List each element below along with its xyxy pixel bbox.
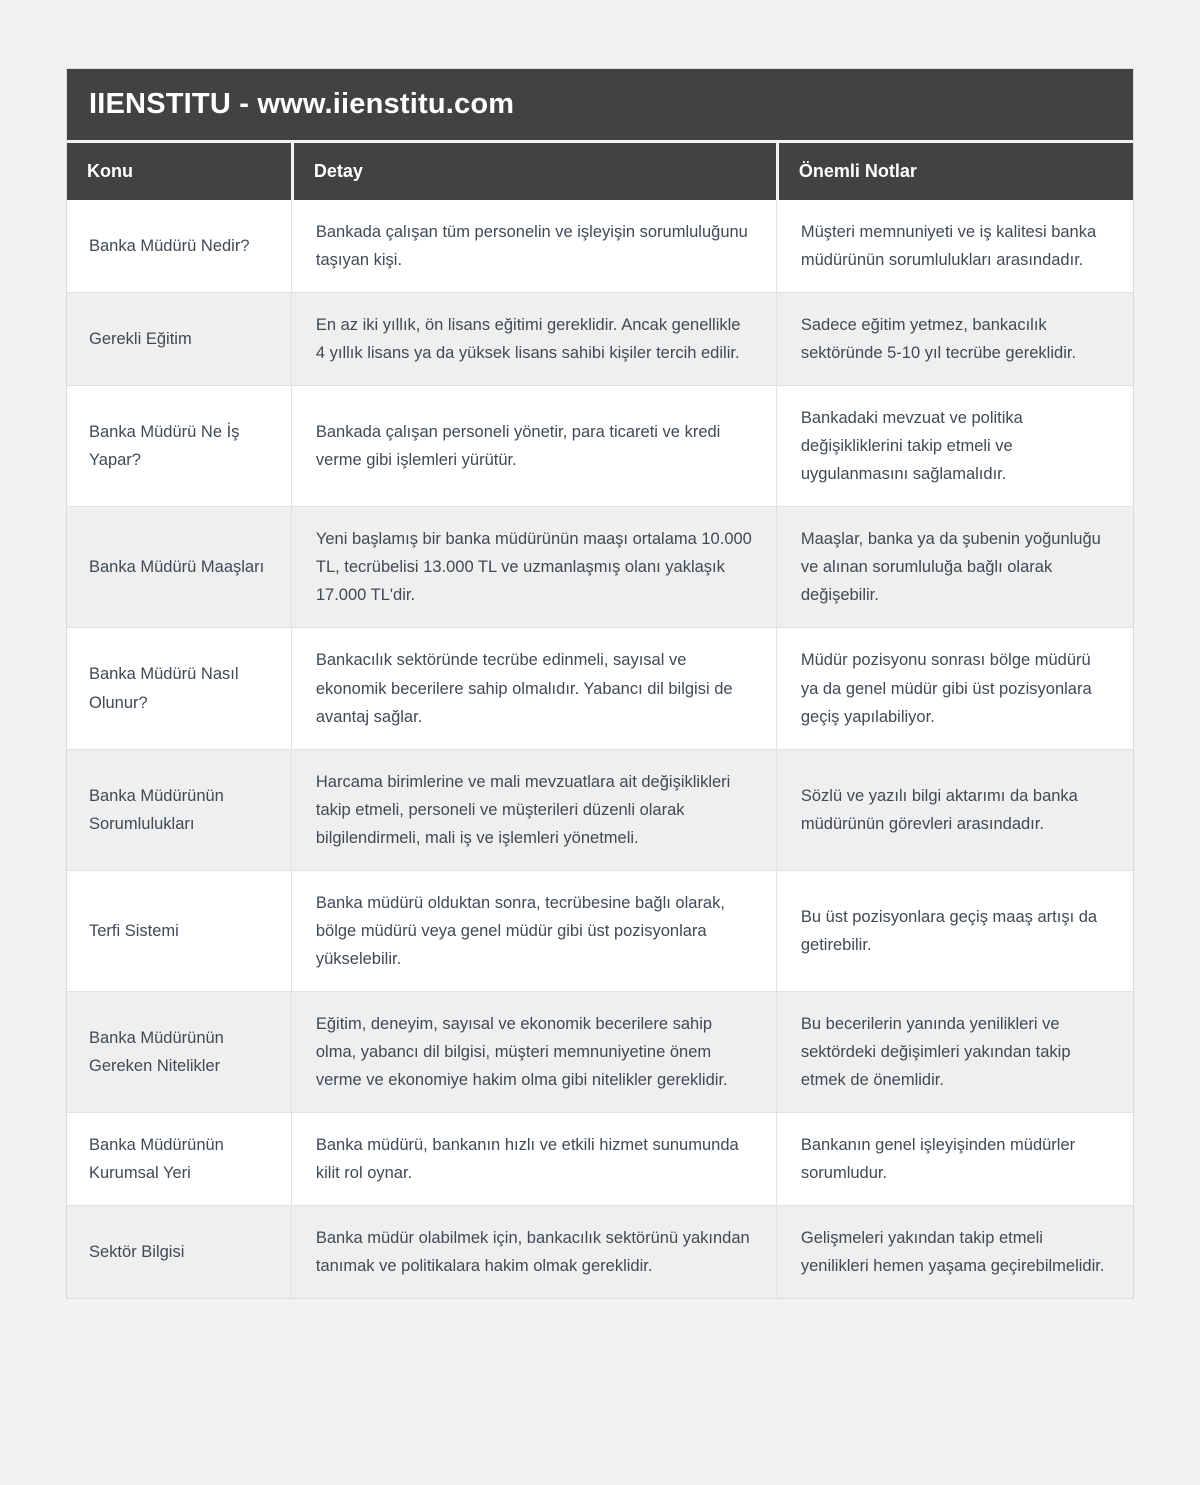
table-row: Banka Müdürü Ne İş Yapar? Bankada çalışa… (67, 385, 1133, 507)
cell-text: Maaşlar, banka ya da şubenin yoğunluğu v… (800, 530, 1101, 605)
cell-notlar: Bankanın genel işleyişinden müdürler sor… (775, 1113, 1133, 1206)
cell-text: Banka müdürü, bankanın hızlı ve etkili h… (315, 1136, 739, 1183)
table-row: Gerekli Eğitim En az iki yıllık, ön lisa… (67, 292, 1133, 386)
cell-detay: Harcama birimlerine ve mali mevzuatlara … (290, 749, 776, 870)
cell-konu: Banka Müdürü Maaşları (67, 507, 291, 627)
cell-text: En az iki yıllık, ön lisans eğitimi gere… (315, 316, 741, 363)
cell-notlar: Müdür pozisyonu sonrası bölge müdürü ya … (775, 628, 1133, 749)
cell-notlar: Bu üst pozisyonlara geçiş maaş artışı da… (775, 870, 1133, 991)
cell-text: Banka Müdürü Nedir? (89, 237, 250, 256)
cell-text: Harcama birimlerine ve mali mevzuatlara … (315, 772, 731, 847)
cell-detay: Yeni başlamış bir banka müdürünün maaşı … (290, 507, 776, 628)
table-row: Banka Müdürü Nasıl Olunur? Bankacılık se… (67, 627, 1133, 749)
cell-text: Banka Müdürünün Kurumsal Yeri (89, 1136, 224, 1183)
cell-detay: Banka müdür olabilmek için, bankacılık s… (290, 1206, 776, 1299)
cell-notlar: Müşteri memnuniyeti ve iş kalitesi banka… (775, 200, 1133, 293)
cell-konu: Banka Müdürünün Kurumsal Yeri (67, 1113, 291, 1205)
page-title: IIENSTITU - www.iienstitu.com (67, 69, 1133, 143)
cell-konu: Banka Müdürünün Gereken Nitelikler (67, 992, 291, 1112)
column-header-onemli-notlar: Önemli Notlar (775, 143, 1133, 200)
cell-text: Sektör Bilgisi (89, 1243, 185, 1262)
table-row: Banka Müdürünün Gereken Nitelikler Eğiti… (67, 990, 1133, 1113)
cell-text: Bu becerilerin yanında yenilikleri ve se… (800, 1014, 1071, 1089)
table-row: Banka Müdürünün Kurumsal Yeri Banka müdü… (67, 1112, 1133, 1206)
cell-text: Bankanın genel işleyişinden müdürler sor… (800, 1136, 1076, 1183)
cell-konu: Terfi Sistemi (67, 871, 291, 991)
cell-text: Gerekli Eğitim (89, 330, 192, 349)
cell-text: Banka Müdürü Nasıl Olunur? (89, 665, 239, 712)
cell-text: Bankada çalışan tüm personelin ve işleyi… (315, 223, 748, 270)
cell-notlar: Gelişmeleri yakından takip etmeli yenili… (775, 1206, 1133, 1299)
table-row: Banka Müdürü Nedir? Bankada çalışan tüm … (67, 200, 1133, 293)
table-row: Terfi Sistemi Banka müdürü olduktan sonr… (67, 869, 1133, 991)
cell-text: Gelişmeleri yakından takip etmeli yenili… (800, 1229, 1105, 1276)
cell-detay: Bankada çalışan personeli yönetir, para … (290, 386, 776, 507)
cell-text: Müşteri memnuniyeti ve iş kalitesi banka… (800, 223, 1097, 270)
cell-notlar: Sadece eğitim yetmez, bankacılık sektörü… (775, 293, 1133, 386)
column-header-detay: Detay (290, 143, 776, 200)
cell-text: Müdür pozisyonu sonrası bölge müdürü ya … (800, 651, 1092, 726)
cell-text: Banka müdürü olduktan sonra, tecrübesine… (315, 893, 725, 968)
cell-detay: Banka müdürü, bankanın hızlı ve etkili h… (290, 1113, 776, 1206)
cell-text: Bankadaki mevzuat ve politika değişiklik… (800, 409, 1023, 484)
table-row: Banka Müdürünün Sorumlulukları Harcama b… (67, 748, 1133, 870)
cell-text: Bu üst pozisyonlara geçiş maaş artışı da… (800, 907, 1098, 954)
cell-text: Yeni başlamış bir banka müdürünün maaşı … (315, 530, 752, 605)
cell-text: Banka Müdürünün Sorumlulukları (89, 786, 224, 833)
column-header-konu: Konu (67, 143, 291, 200)
cell-konu: Banka Müdürünün Sorumlulukları (67, 750, 291, 870)
content-table: IIENSTITU - www.iienstitu.com Konu Detay… (66, 68, 1134, 1300)
cell-konu: Gerekli Eğitim (67, 293, 291, 385)
table-row: Banka Müdürü Maaşları Yeni başlamış bir … (67, 506, 1133, 628)
cell-text: Sözlü ve yazılı bilgi aktarımı da banka … (800, 786, 1078, 833)
cell-text: Banka Müdürü Ne İş Yapar? (89, 423, 240, 470)
cell-text: Banka Müdürü Maaşları (89, 558, 265, 577)
cell-konu: Banka Müdürü Nasıl Olunur? (67, 628, 291, 748)
cell-text: Banka müdür olabilmek için, bankacılık s… (315, 1229, 750, 1276)
cell-text: Bankada çalışan personeli yönetir, para … (315, 423, 721, 470)
cell-konu: Banka Müdürü Nedir? (67, 200, 291, 292)
cell-detay: Bankada çalışan tüm personelin ve işleyi… (290, 200, 776, 293)
table-header-row: Konu Detay Önemli Notlar (67, 143, 1133, 200)
cell-konu: Banka Müdürü Ne İş Yapar? (67, 386, 291, 506)
cell-detay: Banka müdürü olduktan sonra, tecrübesine… (290, 870, 776, 991)
cell-notlar: Bankadaki mevzuat ve politika değişiklik… (775, 386, 1133, 507)
cell-text: Bankacılık sektöründe tecrübe edinmeli, … (315, 651, 733, 726)
cell-text: Terfi Sistemi (89, 921, 179, 940)
cell-text: Banka Müdürünün Gereken Nitelikler (89, 1028, 224, 1075)
cell-text: Sadece eğitim yetmez, bankacılık sektörü… (800, 316, 1077, 363)
cell-notlar: Sözlü ve yazılı bilgi aktarımı da banka … (775, 749, 1133, 870)
cell-detay: Bankacılık sektöründe tecrübe edinmeli, … (290, 628, 776, 749)
cell-text: Eğitim, deneyim, sayısal ve ekonomik bec… (315, 1014, 728, 1089)
cell-detay: En az iki yıllık, ön lisans eğitimi gere… (290, 293, 776, 386)
cell-notlar: Bu becerilerin yanında yenilikleri ve se… (775, 991, 1133, 1113)
cell-konu: Sektör Bilgisi (67, 1206, 291, 1298)
cell-notlar: Maaşlar, banka ya da şubenin yoğunluğu v… (775, 507, 1133, 628)
cell-detay: Eğitim, deneyim, sayısal ve ekonomik bec… (290, 991, 776, 1113)
table-row: Sektör Bilgisi Banka müdür olabilmek içi… (67, 1205, 1133, 1299)
